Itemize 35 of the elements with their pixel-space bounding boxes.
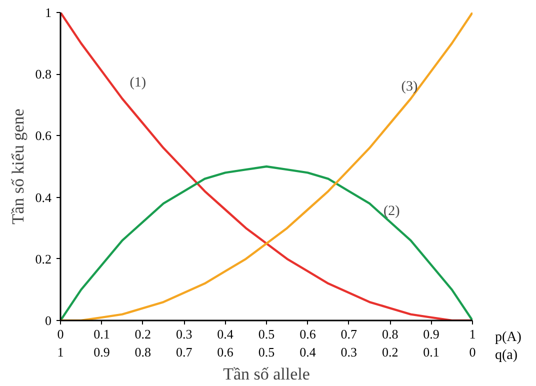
text: q(a) xyxy=(495,347,519,365)
y-tick-label: 0.4 xyxy=(35,190,52,205)
x2-tick-label: 0.7 xyxy=(176,344,193,360)
x-tick-label: 0 xyxy=(57,326,64,342)
x2-tick-label: 0.8 xyxy=(134,344,152,360)
x-tick-label: 1 xyxy=(469,326,476,342)
series-label: (2) xyxy=(384,204,400,219)
x2-tick-label: 0.5 xyxy=(258,344,275,360)
x2-tick-label: 0 xyxy=(469,344,476,360)
x-tick-label: 0.7 xyxy=(340,326,358,342)
y-tick-label: 0.2 xyxy=(35,251,52,266)
x-tick-label: 0.6 xyxy=(300,326,316,342)
x2-tick-label: 0.2 xyxy=(382,344,398,360)
y-axis-title: Tần số kiểu gene xyxy=(8,108,28,224)
series-label: (1) xyxy=(130,76,146,91)
x-tick-label: 0.3 xyxy=(176,326,192,342)
x2-tick-label: 0.6 xyxy=(217,344,234,360)
x-tick-label: 0.4 xyxy=(217,326,234,342)
x-tick-label: 0.9 xyxy=(423,326,440,342)
series-label: (3) xyxy=(401,80,418,95)
x2-tick-label: 0.9 xyxy=(94,344,110,360)
x-tick-label: 0.8 xyxy=(382,326,398,342)
x2-tick-label: 0.4 xyxy=(300,344,316,360)
y-tick-label: 0.6 xyxy=(35,128,52,144)
x-tick-label: 0.2 xyxy=(134,326,152,342)
y-tick-label: 0.8 xyxy=(35,66,52,82)
y-tick-label: 1 xyxy=(45,5,52,20)
text: p(A) xyxy=(495,329,522,347)
x2-tick-label: 0.3 xyxy=(340,344,358,360)
x2-tick-label: 1 xyxy=(57,344,64,360)
x-tick-label: 0.1 xyxy=(94,326,110,342)
x-axis-title: Tần số allele xyxy=(223,364,310,384)
x2-tick-label: 0.1 xyxy=(423,344,440,360)
x-tick-label: 0.5 xyxy=(258,326,275,342)
y-tick-label: 0 xyxy=(45,313,52,328)
